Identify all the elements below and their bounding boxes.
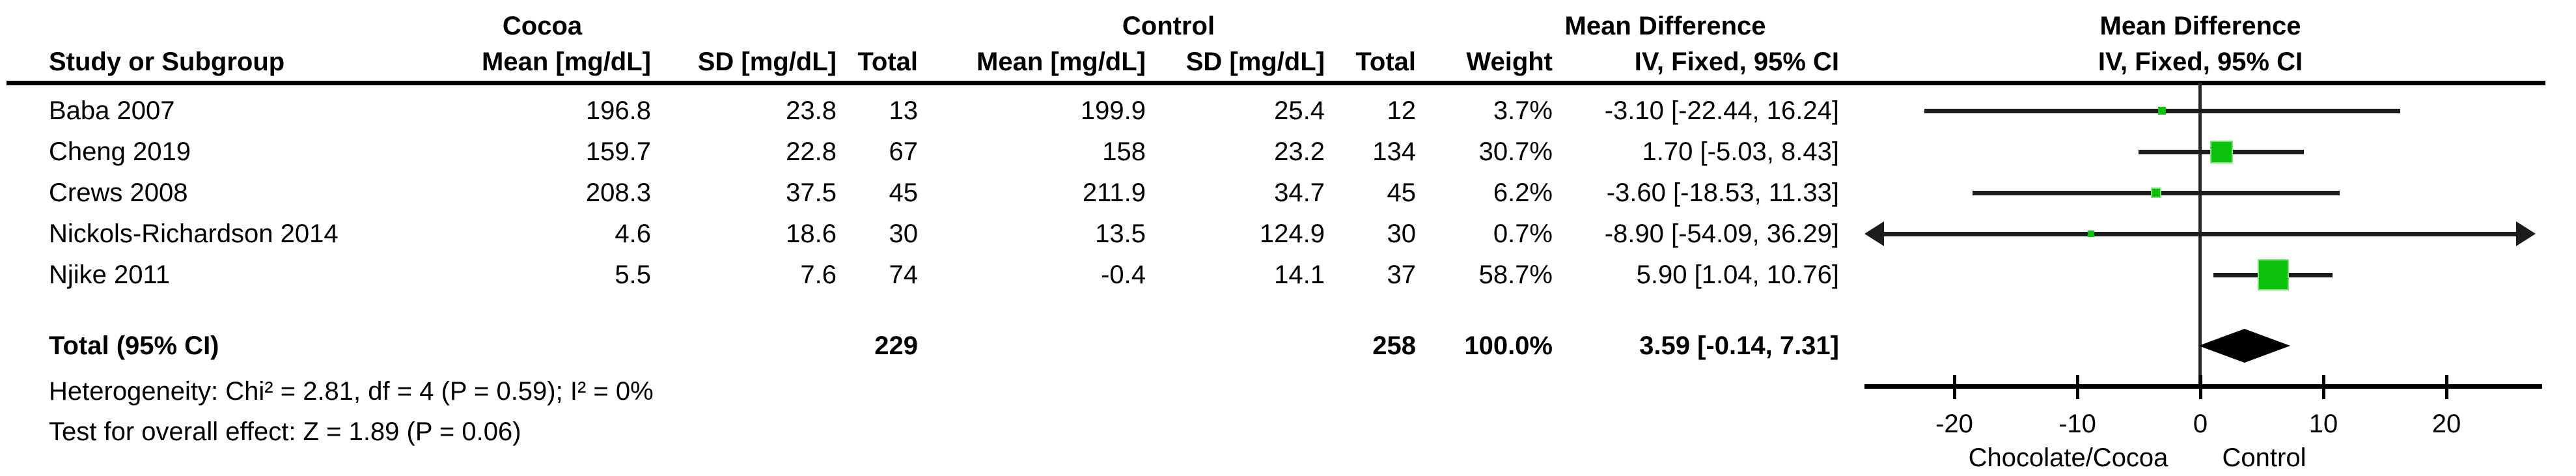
x-axis-tick-label: -10 <box>2058 410 2096 438</box>
total-label: Total (95% CI) <box>49 331 219 360</box>
x-axis-tick <box>1953 375 1956 399</box>
cocoa-sd-header: SD [mg/dL] <box>697 48 837 76</box>
ci-right-arrow <box>2516 221 2536 246</box>
x-axis-line <box>1864 384 2542 389</box>
x-axis-tick-label: -20 <box>1935 410 1973 438</box>
study-cell: 25.4 <box>1274 96 1325 125</box>
weight-header: Weight <box>1466 48 1553 76</box>
x-axis-tick <box>2076 375 2079 399</box>
study-cell: 13 <box>889 96 919 125</box>
header-rule <box>7 81 2545 85</box>
x-axis-tick <box>2322 375 2325 399</box>
study-cell: 58.7% <box>1478 260 1553 289</box>
study-cell: 14.1 <box>1274 260 1325 289</box>
effect-square <box>2158 107 2167 115</box>
effect-square <box>2257 259 2289 290</box>
x-axis-tick <box>2199 375 2202 399</box>
study-name: Njike 2011 <box>49 260 171 289</box>
study-cell: 5.90 [1.04, 10.76] <box>1636 260 1839 289</box>
study-cell: 67 <box>889 137 919 166</box>
study-cell: 6.2% <box>1493 178 1553 207</box>
study-cell: 74 <box>889 260 919 289</box>
study-cell: 45 <box>889 178 919 207</box>
total-cocoa-n: 229 <box>874 331 918 360</box>
control-sd-header: SD [mg/dL] <box>1185 48 1325 76</box>
study-cell: 3.7% <box>1493 96 1553 125</box>
study-cell: -3.60 [-18.53, 11.33] <box>1606 178 1839 207</box>
study-cell: 5.5 <box>615 260 651 289</box>
study-cell: 37.5 <box>786 178 837 207</box>
study-cell: 13.5 <box>1095 219 1146 248</box>
study-cell: 37 <box>1387 260 1417 289</box>
cocoa-group-header: Cocoa <box>502 12 583 40</box>
x-axis-tick-label: 20 <box>2431 410 2461 438</box>
effect-square <box>2087 231 2094 237</box>
study-cell: 30 <box>889 219 919 248</box>
x-axis-tick-label: 0 <box>2193 410 2208 438</box>
mean-difference-header: Mean Difference <box>1564 12 1766 40</box>
study-cell: 196.8 <box>585 96 651 125</box>
study-cell: 34.7 <box>1274 178 1325 207</box>
study-cell: 30.7% <box>1478 137 1553 166</box>
favours-left-label: Chocolate/Cocoa <box>1968 443 2168 472</box>
study-cell: 124.9 <box>1259 219 1325 248</box>
study-cell: 23.8 <box>786 96 837 125</box>
ci-left-arrow <box>1864 221 1884 246</box>
total-control-n: 258 <box>1372 331 1416 360</box>
ci-plot-column-header: IV, Fixed, 95% CI <box>2098 48 2303 76</box>
study-cell: 158 <box>1102 137 1146 166</box>
ci-line <box>1880 232 2520 236</box>
study-cell: 30 <box>1387 219 1417 248</box>
study-cell: 159.7 <box>585 137 651 166</box>
overall-effect-stat: Test for overall effect: Z = 1.89 (P = 0… <box>49 417 521 446</box>
study-cell: 45 <box>1387 178 1417 207</box>
study-cell: 0.7% <box>1493 219 1553 248</box>
study-column-header: Study or Subgroup <box>49 48 285 76</box>
cocoa-mean-header: Mean [mg/dL] <box>482 48 651 76</box>
heterogeneity-stat: Heterogeneity: Chi² = 2.81, df = 4 (P = … <box>49 377 654 406</box>
cocoa-total-header: Total <box>857 48 918 76</box>
control-group-header: Control <box>1122 12 1215 40</box>
study-cell: 211.9 <box>1082 178 1146 207</box>
x-axis-tick-label: 10 <box>2308 410 2338 438</box>
total-diamond <box>2198 329 2291 363</box>
favours-right-label: Control <box>2222 443 2306 472</box>
study-cell: -3.10 [-22.44, 16.24] <box>1604 96 1839 125</box>
study-cell: 12 <box>1387 96 1417 125</box>
x-axis-tick <box>2445 375 2448 399</box>
study-name: Baba 2007 <box>49 96 175 125</box>
total-ci-text: 3.59 [-0.14, 7.31] <box>1639 331 1839 360</box>
control-total-header: Total <box>1355 48 1416 76</box>
study-cell: 7.6 <box>800 260 837 289</box>
study-cell: 1.70 [-5.03, 8.43] <box>1642 137 1839 166</box>
study-name: Crews 2008 <box>49 178 188 207</box>
study-name: Nickols-Richardson 2014 <box>49 219 339 248</box>
study-cell: 22.8 <box>786 137 837 166</box>
control-mean-header: Mean [mg/dL] <box>976 48 1146 76</box>
study-cell: 199.9 <box>1080 96 1146 125</box>
study-cell: -0.4 <box>1101 260 1146 289</box>
effect-square <box>2209 140 2233 163</box>
study-cell: -8.90 [-54.09, 36.29] <box>1604 219 1839 248</box>
total-weight: 100.0% <box>1464 331 1553 360</box>
study-cell: 23.2 <box>1274 137 1325 166</box>
study-cell: 134 <box>1372 137 1416 166</box>
ci-column-header: IV, Fixed, 95% CI <box>1634 48 1839 76</box>
study-cell: 18.6 <box>786 219 837 248</box>
study-cell: 208.3 <box>585 178 651 207</box>
effect-square <box>2150 188 2161 198</box>
study-name: Cheng 2019 <box>49 137 191 166</box>
study-cell: 4.6 <box>615 219 651 248</box>
mean-difference-plot-header: Mean Difference <box>2099 12 2301 40</box>
